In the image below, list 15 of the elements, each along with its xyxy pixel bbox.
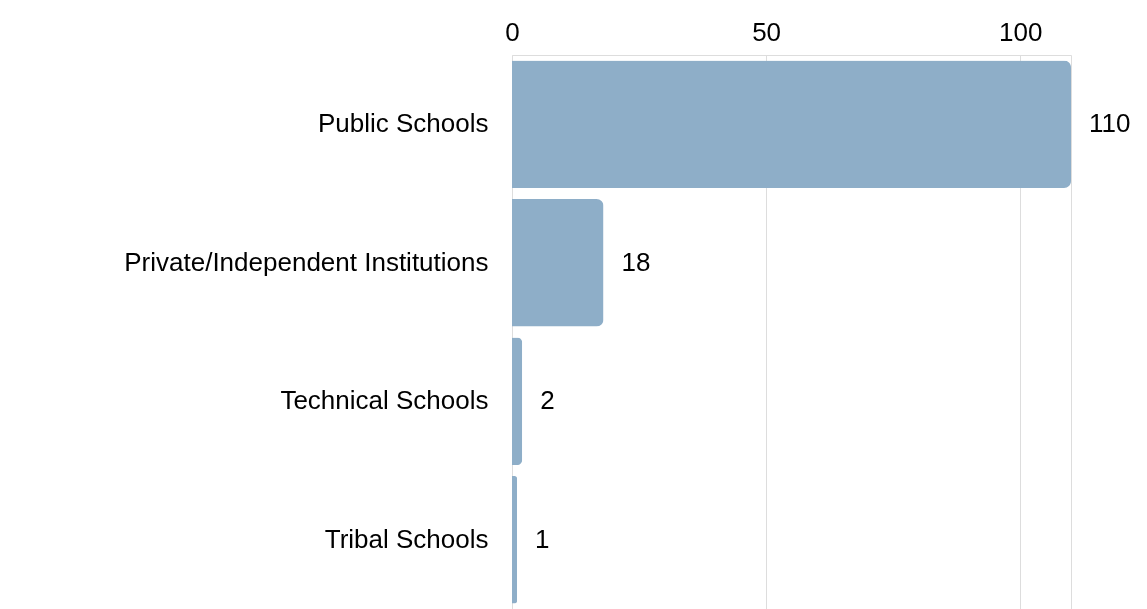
bar	[512, 476, 518, 604]
y-tick-label: Private/Independent Institutions	[124, 246, 489, 277]
data-label: 18	[621, 246, 651, 277]
y-tick-label: Tribal Schools	[324, 523, 489, 554]
y-tick-label: Technical Schools	[280, 385, 489, 416]
bar	[512, 199, 604, 327]
bar	[512, 337, 523, 465]
data-label: 110	[1089, 108, 1131, 139]
bar	[512, 60, 1071, 188]
x-tick-label: 100	[998, 16, 1043, 47]
data-label: 1	[535, 523, 550, 554]
x-tick-label: 0	[505, 16, 520, 47]
y-tick-label: Public Schools	[317, 108, 489, 139]
data-label: 2	[540, 385, 555, 416]
x-tick-label: 50	[752, 16, 782, 47]
